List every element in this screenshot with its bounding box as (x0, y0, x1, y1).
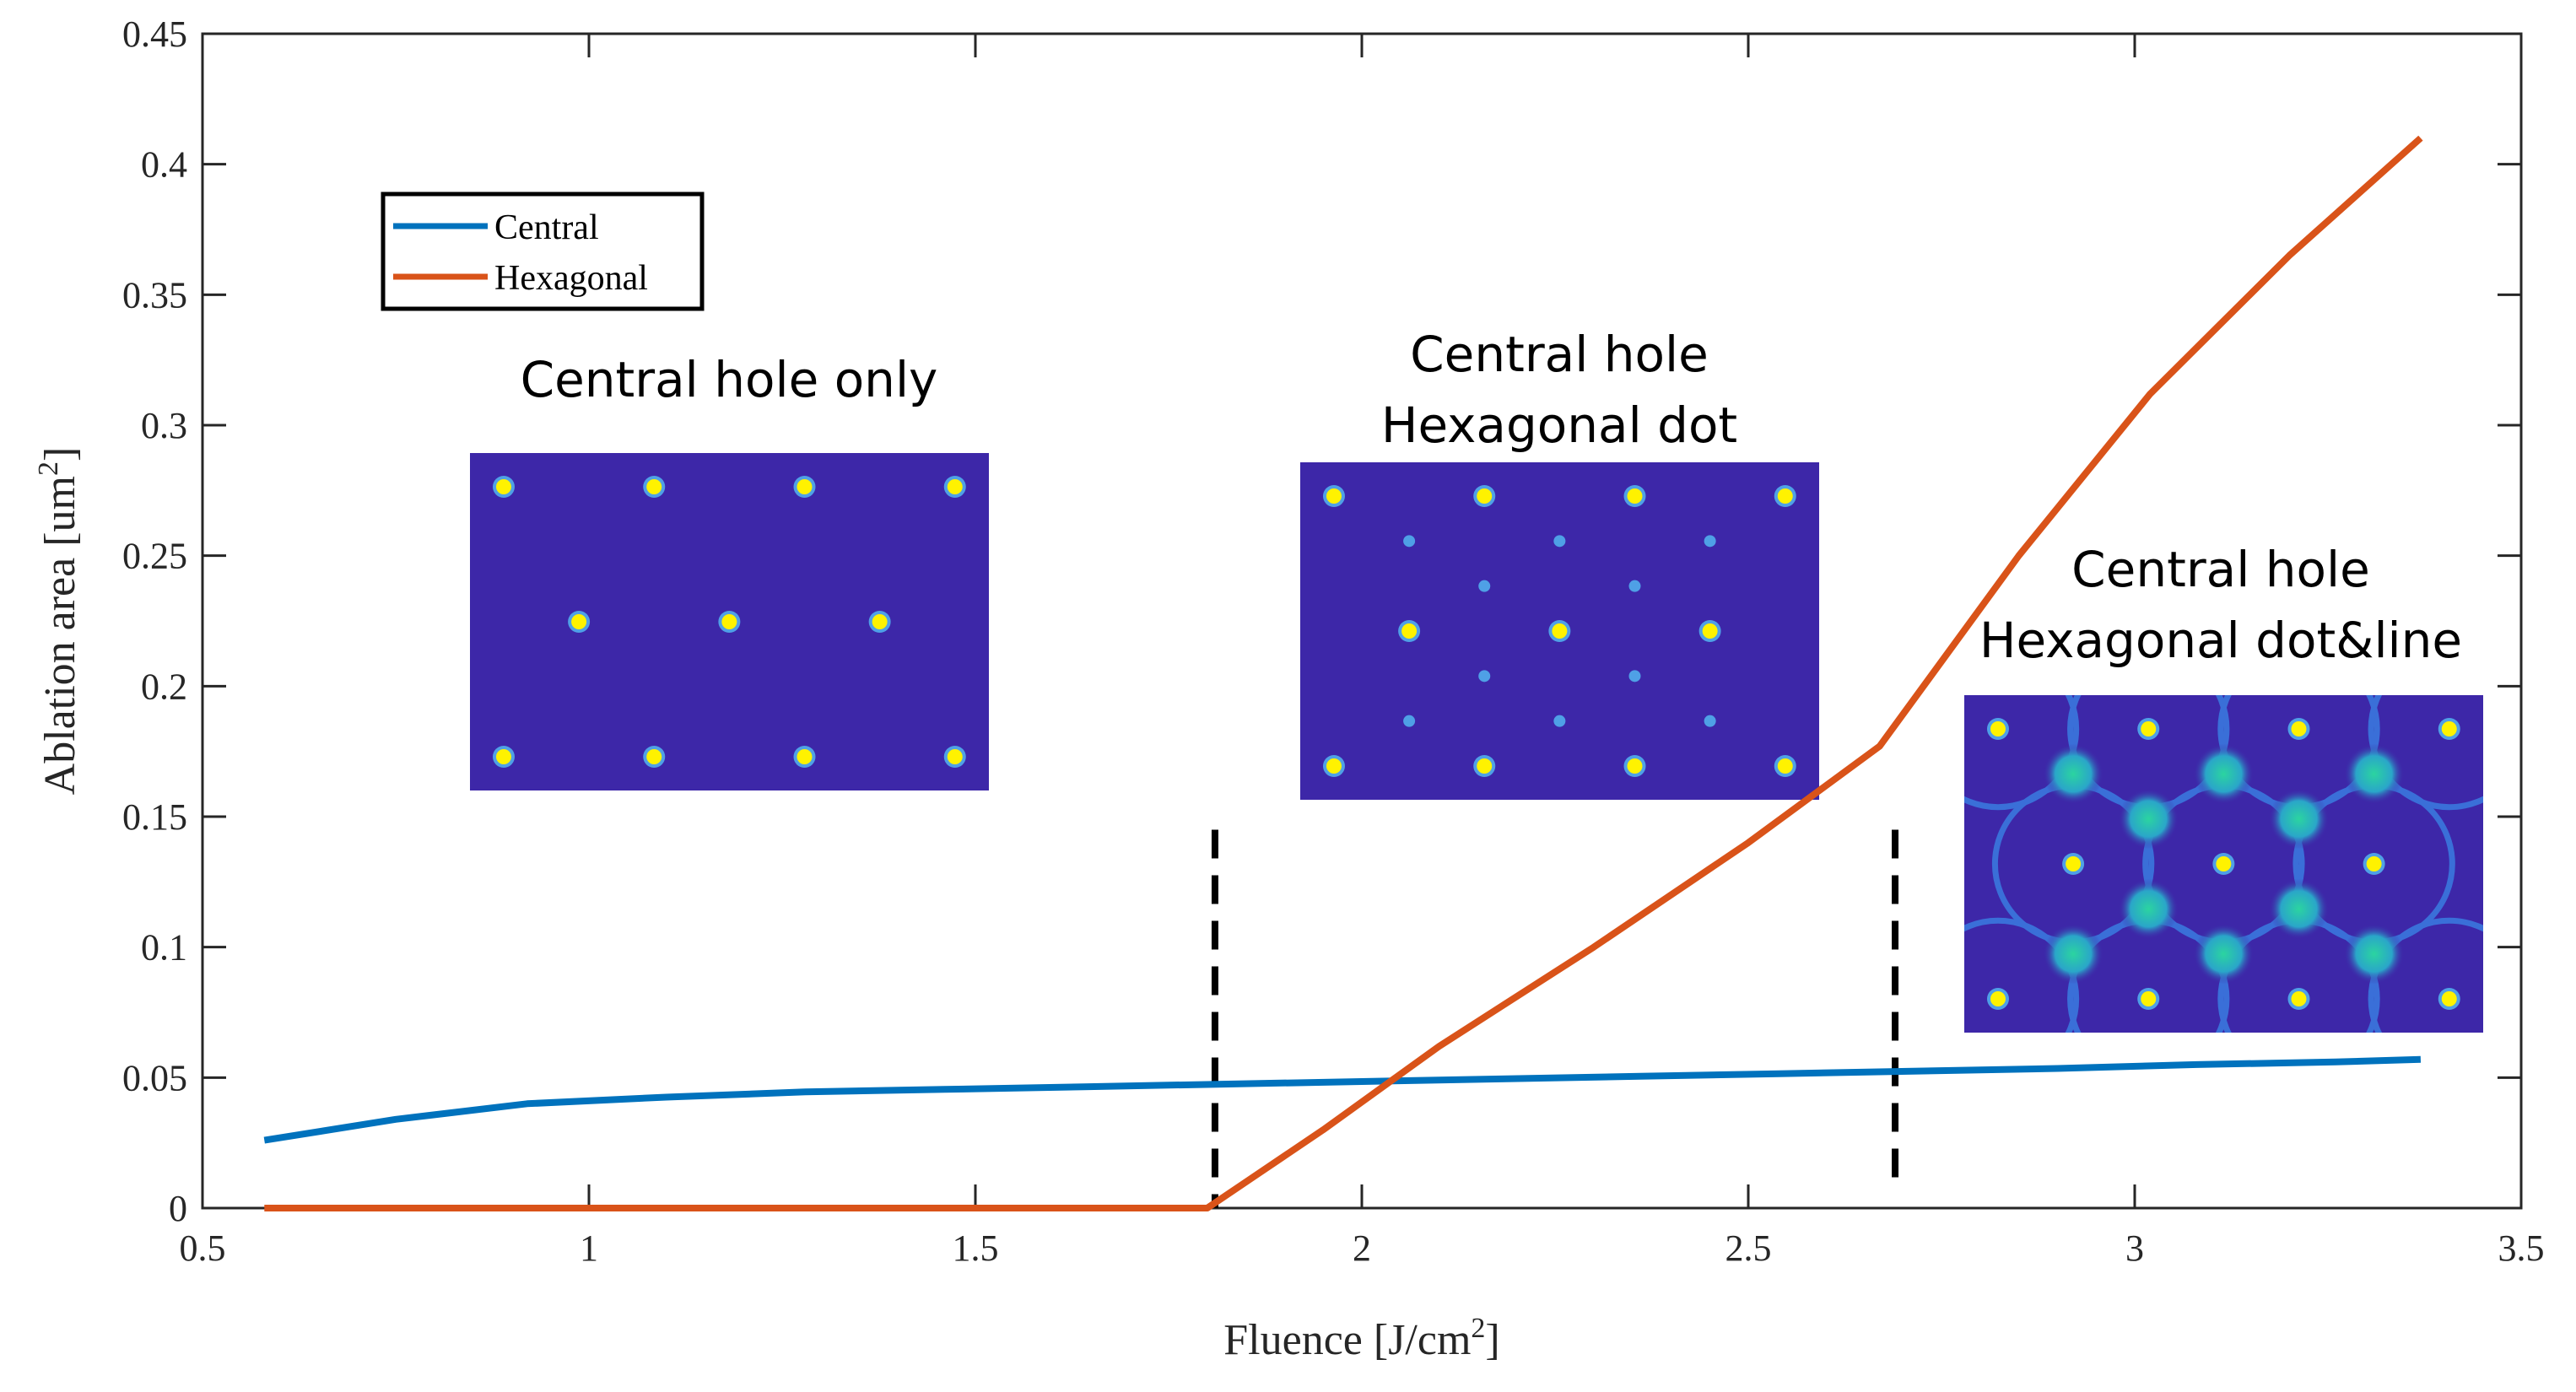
inset-glow (2043, 924, 2103, 985)
axis-ticks: 0.5 1 1.5 2 2.5 3 3.5 0 0.05 0.1 0.15 0.2 0.25 0.3 0.3… (122, 13, 2545, 1269)
y-tick-label: 0.05 (122, 1057, 187, 1098)
inset-glow (2343, 743, 2405, 804)
x-tick-label: 2 (1353, 1227, 1371, 1269)
y-axis-label: Ablation area [um2] (33, 447, 84, 796)
inset-small-dot (1553, 715, 1566, 727)
legend-box (381, 192, 705, 311)
inset-hole (947, 749, 963, 764)
inset-small-dot (1478, 670, 1491, 683)
inset-small-dot (1403, 535, 1416, 548)
inset-hole (1627, 488, 1643, 504)
inset-hole (2141, 991, 2157, 1006)
inset-hole (1326, 488, 1342, 504)
annotation-text: Central hole (2071, 541, 2370, 598)
inset-hole (646, 479, 662, 494)
y-tick-label: 0.15 (122, 796, 187, 838)
series-line-central (263, 1055, 2422, 1144)
inset-small-dot (1704, 715, 1716, 727)
inset-hole (947, 479, 963, 494)
legend: Central Hexagonal (381, 192, 705, 311)
inset-glow (2193, 743, 2255, 804)
inset-hole (721, 614, 737, 629)
inset-hole (2216, 856, 2232, 871)
inset-ring (1964, 917, 2080, 1033)
y-tick-label: 0.25 (122, 536, 187, 577)
annotations: Central hole only Central hole Hexagonal d… (521, 326, 2463, 669)
x-tick-label: 3.5 (2498, 1227, 2545, 1269)
y-tick-label: 0.45 (122, 13, 187, 55)
inset-hole (1777, 758, 1793, 774)
inset-hole (1990, 991, 2006, 1006)
inset-hole (2291, 721, 2307, 736)
inset-hole (646, 749, 662, 764)
inset-ring (2368, 695, 2483, 811)
annotation-text: Hexagonal dot&line (1979, 612, 2462, 669)
inset-central-hole-only (470, 453, 989, 790)
x-tick-label: 2.5 (1725, 1227, 1772, 1269)
inset-hole (495, 749, 511, 764)
inset-glow (2268, 789, 2330, 850)
inset-hole (1326, 758, 1342, 774)
inset-hole (2141, 721, 2157, 736)
x-tick-label: 1 (580, 1227, 598, 1269)
inset-small-dot (1628, 670, 1641, 683)
inset-hole (571, 614, 587, 629)
inset-hole (1401, 623, 1418, 639)
threshold-lines (1211, 829, 1899, 1208)
legend-label-central: Central (494, 208, 599, 247)
inset-small-dot (1478, 580, 1491, 592)
inset-hole (495, 479, 511, 494)
inset-small-dot (1704, 535, 1716, 548)
inset-hexagonal-dot (1300, 462, 1819, 800)
y-tick-label: 0.2 (141, 666, 187, 707)
legend-label-hexagonal: Hexagonal (494, 259, 648, 298)
series-line-hexagonal (264, 135, 2423, 1211)
y-tick-label: 0.4 (141, 144, 187, 186)
inset-small-dot (1628, 580, 1641, 592)
x-axis-label: Fluence [J/cm2] (1223, 1313, 1499, 1364)
inset-hole (2291, 991, 2307, 1006)
y-tick-label: 0.3 (141, 405, 187, 446)
inset-glow (2118, 789, 2179, 850)
inset-hole (2066, 856, 2082, 871)
inset-hole (2441, 721, 2457, 736)
inset-hole (797, 749, 813, 764)
inset-hole (1627, 758, 1643, 774)
inset-glow (2193, 924, 2255, 985)
inset-ring (1964, 695, 2080, 811)
inset-hole (1990, 721, 2006, 736)
inset-hole (1702, 623, 1718, 639)
x-tick-label: 3 (2125, 1227, 2144, 1269)
inset-glow (2118, 878, 2179, 939)
inset-hole (2366, 856, 2382, 871)
inset-hole (1552, 623, 1568, 639)
inset-hole (1477, 758, 1493, 774)
series-lines (263, 135, 2423, 1211)
x-tick-label: 0.5 (180, 1227, 226, 1269)
annotation-text: Central hole only (521, 351, 938, 408)
inset-hole (1477, 488, 1493, 504)
inset-ring (2368, 917, 2483, 1033)
inset-hole (2441, 991, 2457, 1006)
inset-hole (797, 479, 813, 494)
y-tick-label: 0.35 (122, 274, 187, 316)
annotation-text: Central hole (1410, 326, 1709, 383)
inset-glow (2043, 743, 2103, 804)
x-tick-label: 1.5 (953, 1227, 999, 1269)
insets (470, 453, 2483, 1033)
inset-glow (2268, 878, 2330, 939)
y-tick-label: 0 (169, 1188, 187, 1229)
inset-small-dot (1553, 535, 1566, 548)
y-tick-label: 0.1 (141, 927, 187, 968)
inset-hole (1777, 488, 1793, 504)
inset-small-dot (1403, 715, 1416, 727)
inset-glow (2343, 924, 2405, 985)
inset-hexagonal-dot-line (1964, 695, 2483, 1033)
annotation-text: Hexagonal dot (1381, 397, 1737, 454)
inset-hole (872, 614, 888, 629)
